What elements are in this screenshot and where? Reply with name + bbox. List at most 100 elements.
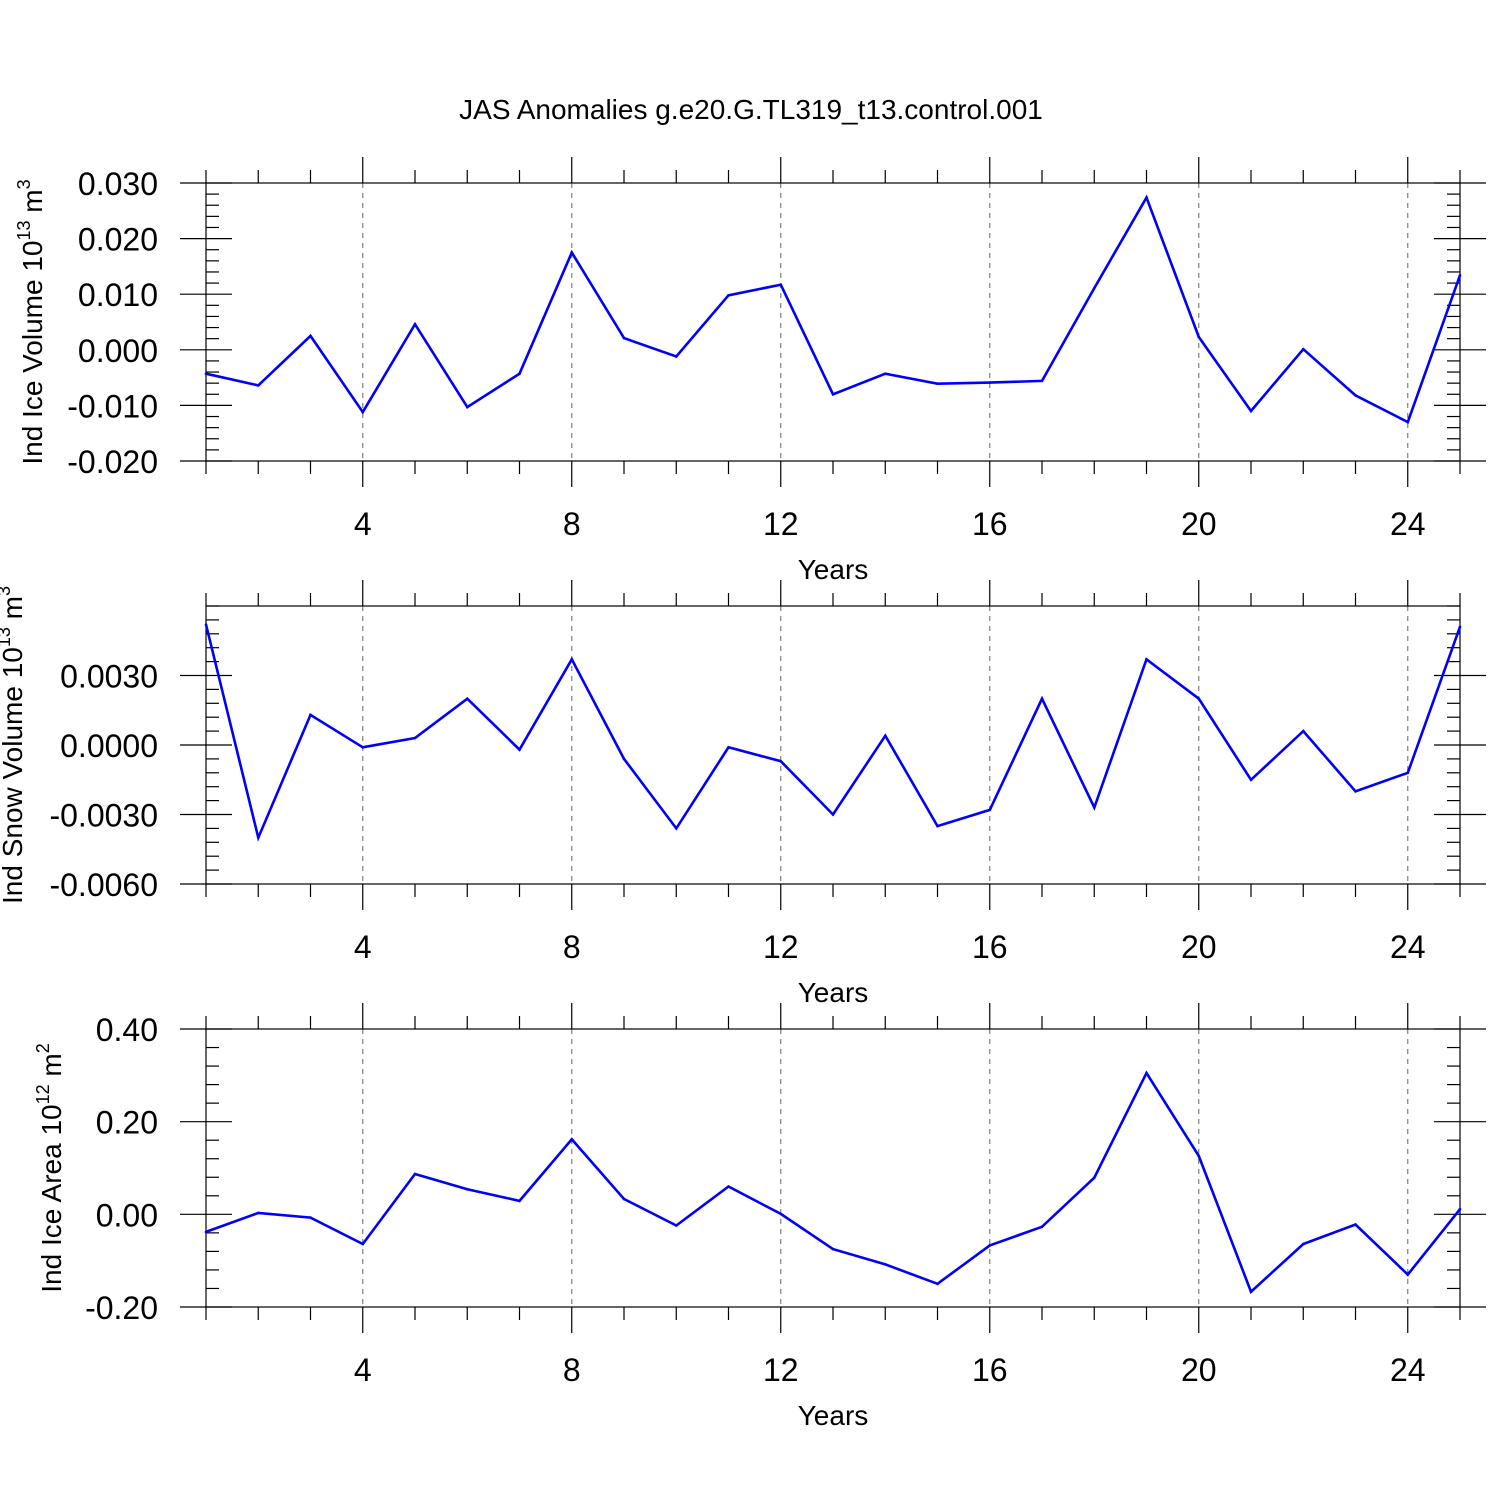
data-point — [256, 1211, 260, 1215]
data-point — [1092, 286, 1096, 290]
y-axis-label-unit: m — [0, 596, 28, 627]
data-point — [674, 1224, 678, 1227]
data-point — [779, 283, 783, 287]
data-point — [1092, 1176, 1096, 1180]
data-point — [674, 827, 678, 830]
plot-frame — [205, 182, 1461, 462]
data-point — [779, 759, 783, 763]
data-point — [1040, 697, 1044, 700]
data-point — [831, 392, 835, 396]
series-line-ind-snow-volume — [204, 624, 1462, 842]
data-point — [518, 372, 521, 376]
y-axis-label-unit: m — [36, 1053, 67, 1084]
y-axis-label-exponent: 12 — [33, 1084, 53, 1104]
x-tick-label: 24 — [1390, 1352, 1426, 1388]
data-point — [1145, 657, 1148, 661]
x-tick-label: 12 — [763, 1352, 799, 1388]
x-tick-label: 12 — [763, 506, 799, 542]
data-point — [1354, 394, 1357, 397]
plot-frame — [205, 1028, 1461, 1308]
data-point — [1458, 273, 1462, 277]
data-point — [1249, 1290, 1253, 1294]
data-point — [518, 748, 521, 751]
x-tick-label: 8 — [563, 1352, 581, 1388]
data-point — [883, 734, 887, 738]
y-tick-label: -0.0060 — [49, 867, 158, 903]
data-point — [570, 251, 574, 254]
data-point — [1249, 409, 1253, 413]
data-point — [622, 1197, 626, 1201]
data-point — [413, 322, 417, 326]
data-point — [1040, 379, 1044, 383]
x-tick-label: 16 — [972, 506, 1008, 542]
data-point — [883, 1263, 887, 1266]
data-point — [1197, 697, 1201, 700]
data-point — [1354, 1223, 1357, 1226]
chart-panel-ind-ice-area: 4 8 12 16 20 24 Years -0.20 0.00 0.20 0.40 Ind Ice … — [33, 1003, 1486, 1431]
x-axis-label: Years — [798, 1400, 869, 1431]
data-point — [309, 713, 312, 717]
chart-panel-ind-ice-volume: 4 8 12 16 20 24 Years -0.020 -0.010 0.000 0.010 0.0… — [14, 157, 1486, 585]
y-axis-label-unit: m — [17, 189, 48, 220]
y-axis-label-text: Ind Ice Volume 10 — [17, 241, 48, 465]
data-point — [256, 836, 260, 839]
x-tick-label: 8 — [563, 929, 581, 965]
data-point — [883, 372, 887, 376]
x-tick-label: 24 — [1390, 506, 1426, 542]
data-point — [309, 334, 312, 338]
data-point — [465, 405, 469, 409]
data-point — [256, 384, 260, 387]
series-line-ind-ice-volume — [205, 194, 1462, 424]
y-axis-label: Ind Snow Volume 1013 m3 — [0, 586, 28, 904]
data-point — [1145, 1071, 1148, 1075]
x-axis-label: Years — [798, 977, 869, 1008]
data-point — [413, 1172, 417, 1176]
data-point — [570, 1137, 574, 1141]
x-axis-label: Years — [798, 554, 869, 585]
data-point — [1301, 1242, 1305, 1246]
y-tick-label: 0.40 — [96, 1012, 158, 1048]
data-point — [518, 1199, 521, 1203]
y-tick-label: 0.20 — [96, 1105, 158, 1141]
chart-panel-ind-snow-volume: 4 8 12 16 20 24 Years -0.0060 -0.0030 0.0000 0.003… — [0, 580, 1486, 1008]
y-tick-label: 0.0030 — [60, 659, 158, 695]
data-point — [413, 736, 417, 740]
data-point — [674, 355, 678, 358]
x-tick-label: 20 — [1181, 1352, 1217, 1388]
x-tick-label: 4 — [354, 929, 372, 965]
data-point — [309, 1216, 312, 1219]
data-point — [936, 824, 939, 828]
data-point — [1092, 806, 1096, 809]
plot-frame — [205, 605, 1461, 885]
data-point — [1354, 790, 1357, 793]
data-point — [727, 1185, 730, 1188]
data-point — [1197, 335, 1201, 339]
y-tick-label: 0.020 — [78, 222, 158, 258]
data-point — [361, 1242, 365, 1246]
data-point — [1458, 625, 1462, 629]
x-tick-label: 24 — [1390, 929, 1426, 965]
y-tick-label: -0.20 — [85, 1290, 158, 1326]
series-line-ind-ice-area — [205, 1070, 1462, 1294]
data-point — [361, 746, 365, 749]
data-point — [1145, 196, 1148, 199]
data-point — [1249, 778, 1253, 782]
y-axis-label-unit-exponent: 3 — [0, 586, 14, 596]
y-tick-label: 0.010 — [78, 277, 158, 313]
y-axis-label-unit-exponent: 3 — [14, 179, 34, 189]
data-point — [1406, 1273, 1410, 1276]
x-tick-label: 20 — [1181, 929, 1217, 965]
data-point — [988, 381, 992, 384]
data-point — [831, 1247, 835, 1251]
data-point — [1197, 1154, 1201, 1158]
x-tick-label: 12 — [763, 929, 799, 965]
x-tick-label: 4 — [354, 506, 372, 542]
y-tick-label: -0.0030 — [49, 798, 158, 834]
data-point — [988, 1244, 992, 1247]
data-point — [831, 813, 835, 816]
data-point — [465, 1188, 469, 1191]
data-point — [1040, 1225, 1044, 1229]
y-axis-label-text: Ind Snow Volume 10 — [0, 647, 28, 904]
data-point — [622, 336, 626, 340]
